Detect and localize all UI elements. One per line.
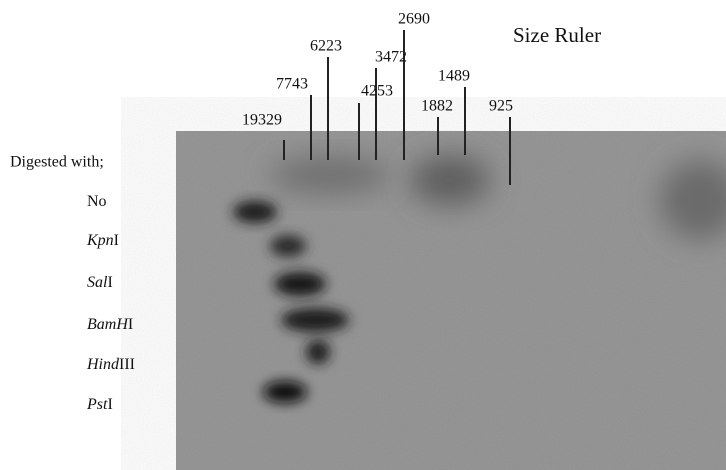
lane-label-italic: BamH [87,316,129,333]
lane-label-italic: Pst [86,396,108,413]
lane-label-italic: Sal [87,274,108,291]
lane-label-roman: I [128,316,133,333]
lane-label: BamHI [87,316,133,333]
lane-label: KpnI [86,232,119,249]
lane-label-roman: I [107,274,112,291]
marker-label: 1882 [421,98,453,115]
lane-label-roman: I [114,232,119,249]
lane-label: PstI [86,396,113,413]
lane-label: HindIII [86,356,135,373]
lane-label-italic: Hind [86,356,120,373]
title: Size Ruler [513,23,601,47]
lane-label: SalI [87,274,113,291]
lane-label-roman: I [107,396,112,413]
lane-label-roman: III [119,356,135,373]
lane-label-italic: Kpn [86,232,114,249]
marker-label: 2690 [398,11,430,28]
marker-label: 1489 [438,68,470,85]
marker-label: 7743 [276,76,308,93]
row-header: Digested with; [10,154,104,171]
marker-label: 6223 [310,38,342,55]
marker-label: 3472 [375,49,407,66]
marker-label: 19329 [242,112,282,129]
lane-label: No [87,193,107,210]
lane-label-roman: No [87,193,107,210]
marker-label: 925 [489,98,513,115]
gel [176,131,726,470]
